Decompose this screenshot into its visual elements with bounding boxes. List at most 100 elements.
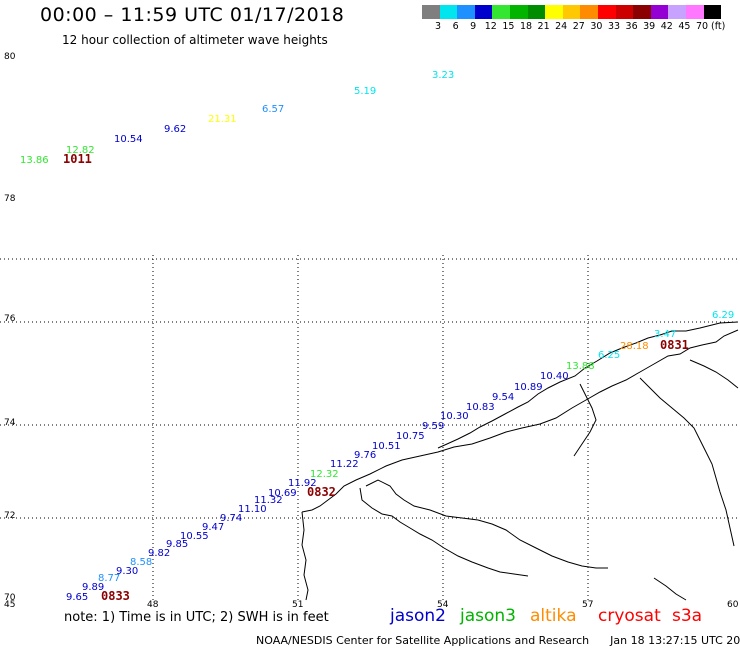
coastline-segment xyxy=(301,511,309,601)
legend-label: 12 xyxy=(484,21,497,32)
wave-height-label: 13.88 xyxy=(566,361,595,372)
legend-unit: (ft) xyxy=(711,21,726,32)
legend-label: 9 xyxy=(470,21,477,32)
wave-height-label: 10.30 xyxy=(440,411,469,422)
legend-swatch xyxy=(439,5,458,19)
pass-time-label: 0833 xyxy=(101,589,130,603)
legend-label: 39 xyxy=(643,21,656,32)
wave-height-label: 13.86 xyxy=(20,155,49,166)
legend-label: 24 xyxy=(555,21,568,32)
wave-height-label: 10.75 xyxy=(396,431,425,442)
legend-swatch xyxy=(615,5,634,19)
wave-height-label: 9.82 xyxy=(148,548,170,559)
wave-height-label: 8.58 xyxy=(130,557,152,568)
wave-height-label: 9.47 xyxy=(202,522,224,533)
wave-height-label: 9.89 xyxy=(82,582,104,593)
wave-height-label: 6.57 xyxy=(262,104,284,115)
lat-tick-label: 74 xyxy=(4,418,16,428)
satellite-name: cryosat xyxy=(598,606,661,626)
coastline-segment xyxy=(359,487,529,577)
legend-swatch xyxy=(650,5,669,19)
coastline-segment xyxy=(301,329,739,513)
legend-label: 18 xyxy=(519,21,533,32)
footer-credit: NOAA/NESDIS Center for Satellite Applica… xyxy=(256,634,740,647)
satellite-name: s3a xyxy=(672,606,703,626)
wave-height-label: 10.83 xyxy=(466,402,495,413)
wave-height-label: 21.31 xyxy=(208,114,237,125)
wave-height-label: 9.62 xyxy=(164,124,186,135)
lat-tick-label: 80 xyxy=(4,52,16,62)
legend-label: 70 xyxy=(695,21,709,32)
coastline-segment xyxy=(689,359,739,389)
lat-tick-label: 76 xyxy=(4,314,16,324)
wave-height-label: 9.76 xyxy=(354,450,376,461)
wave-height-label: 9.65 xyxy=(66,592,88,603)
legend-swatch xyxy=(492,5,510,19)
coastline xyxy=(301,321,739,601)
wave-height-label: 12.32 xyxy=(310,469,339,480)
legend-swatch xyxy=(686,5,704,19)
wave-height-label: 9.74 xyxy=(220,513,242,524)
legend-label: 42 xyxy=(660,21,673,32)
legend-label: 36 xyxy=(625,21,638,32)
legend-swatch xyxy=(422,5,440,19)
wave-height-label: 6.29 xyxy=(712,310,734,321)
wave-height-label: 9.59 xyxy=(422,421,444,432)
coastline-segment xyxy=(573,383,597,457)
coastline-segment xyxy=(365,479,608,569)
map-title: 00:00 – 11:59 UTC 01/17/2018 xyxy=(40,4,345,26)
legend-label: 30 xyxy=(590,21,603,32)
lon-tick-label: 57 xyxy=(582,600,594,610)
wave-height-label: 3.47 xyxy=(654,329,676,340)
satellite-name: jason2 xyxy=(390,606,446,626)
legend-label: 15 xyxy=(502,21,515,32)
lat-tick-label: 70 xyxy=(4,593,16,603)
legend-label: 33 xyxy=(607,21,621,32)
wave-height-label: 11.10 xyxy=(238,504,267,515)
legend-swatch xyxy=(668,5,686,19)
lat-tick-label: 78 xyxy=(4,194,16,204)
wave-height-label: 9.30 xyxy=(116,566,138,577)
pass-time-label: 0832 xyxy=(307,485,336,499)
legend-label: 6 xyxy=(452,21,459,32)
satellite-name: altika xyxy=(530,606,577,626)
wave-height-label: 10.69 xyxy=(268,488,297,499)
coastline-segment xyxy=(639,377,735,547)
wave-height-label: 28.18 xyxy=(620,341,649,352)
lon-tick-label: 51 xyxy=(292,600,304,610)
wave-height-label: 5.19 xyxy=(354,86,376,97)
legend-swatch xyxy=(633,5,651,19)
wave-height-label: 3.23 xyxy=(432,70,454,81)
satellite-name: jason3 xyxy=(460,606,516,626)
wave-height-label: 10.40 xyxy=(540,371,569,382)
wave-height-label: 11.32 xyxy=(254,495,283,506)
lat-tick-label: 72 xyxy=(4,511,16,521)
credit-text: NOAA/NESDIS Center for Satellite Applica… xyxy=(256,634,590,647)
wave-height-label: 10.89 xyxy=(514,382,543,393)
pass-time-label: 1011 xyxy=(63,152,92,166)
coastline-segment xyxy=(653,577,687,601)
lon-tick-label: 45 xyxy=(4,600,16,610)
credit-timestamp: Jan 18 13:27:15 UTC 2018 xyxy=(610,634,740,647)
legend-label: 3 xyxy=(434,21,442,32)
map-subtitle: 12 hour collection of altimeter wave hei… xyxy=(62,33,328,47)
legend-swatch xyxy=(545,5,563,19)
legend-swatch xyxy=(510,5,528,19)
pass-time-label: 0831 xyxy=(660,338,689,352)
wave-height-label: 10.55 xyxy=(180,531,209,542)
wave-height-label: 10.51 xyxy=(372,441,401,452)
wave-height-label: 11.22 xyxy=(330,459,359,470)
wave-height-label: 12.82 xyxy=(66,145,95,156)
legend-label: 27 xyxy=(572,21,585,32)
legend-swatch xyxy=(527,5,546,19)
wave-height-labels: 13.86 12.82 10.54 9.62 21.31 6.57 5.19 3.23 1011… xyxy=(20,70,734,603)
legend-swatch xyxy=(474,5,493,19)
wave-height-label: 8.77 xyxy=(98,573,120,584)
wave-height-label: 10.54 xyxy=(114,134,143,145)
legend-swatch xyxy=(598,5,616,19)
legend-swatch xyxy=(562,5,581,19)
wave-height-label: 9.54 xyxy=(492,392,514,403)
lat-lon-grid xyxy=(0,255,740,600)
wave-height-label: 11.92 xyxy=(288,478,317,489)
